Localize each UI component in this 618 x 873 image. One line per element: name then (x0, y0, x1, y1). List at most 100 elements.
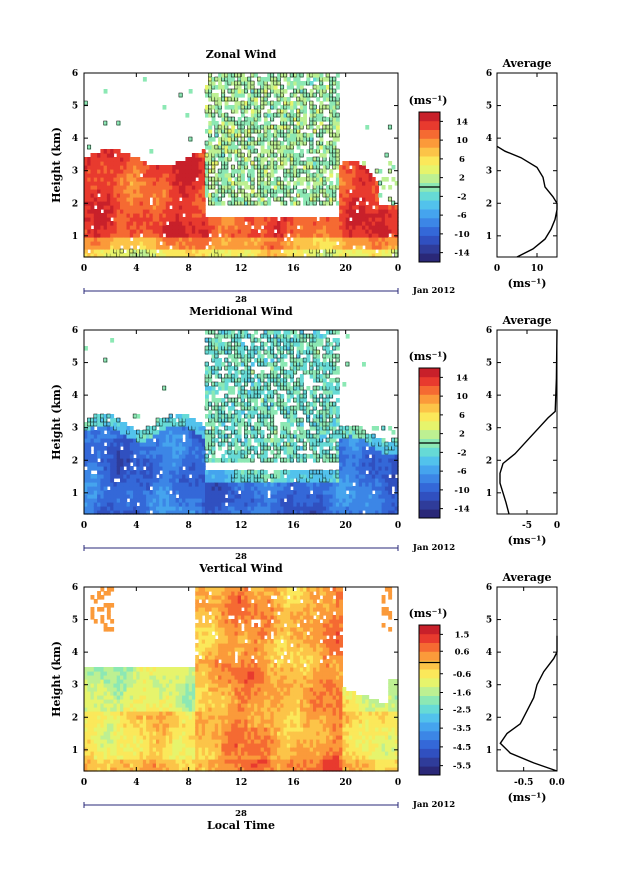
heatmap-cell (110, 253, 115, 258)
heatmap-cell (224, 225, 229, 230)
heatmap-cell (231, 181, 236, 186)
heatmap-cell (244, 414, 249, 419)
heatmap-cell (296, 201, 301, 206)
heatmap-cell (191, 494, 196, 499)
heatmap-cell (283, 241, 288, 246)
heatmap-cell (191, 245, 196, 250)
heatmap-cell (355, 205, 360, 210)
heatmap-cell (214, 374, 219, 379)
heatmap-cell (169, 221, 173, 226)
heatmap-cell (133, 165, 137, 170)
heatmap-cell (241, 141, 245, 146)
heatmap-cell (87, 225, 92, 230)
heatmap-cell (316, 253, 321, 258)
heatmap-cell (247, 510, 252, 515)
heatmap-cell (156, 165, 160, 170)
heatmap-cell (191, 157, 196, 162)
heatmap-cell (178, 450, 183, 455)
heatmap-cell (218, 418, 222, 423)
heatmap-cell (244, 105, 249, 110)
heatmap-cell (110, 201, 115, 206)
heatmap-cell (244, 77, 249, 82)
heatmap-cell (139, 442, 144, 447)
heatmap-cell (87, 494, 92, 499)
heatmap-cell (358, 169, 363, 174)
heatmap-cell (234, 350, 239, 355)
heatmap-cell (342, 233, 347, 238)
heatmap-cell (205, 221, 209, 226)
heatmap-cell (332, 241, 337, 246)
heatmap-cell (201, 209, 206, 214)
heatmap-cell (142, 225, 147, 230)
heatmap-cell (178, 474, 183, 479)
heatmap-cell (335, 133, 340, 138)
heatmap-cell (313, 129, 317, 134)
heatmap-cell (136, 213, 141, 218)
heatmap-cell (185, 434, 190, 439)
heatmap-cell (178, 414, 183, 419)
heatmap-cell (326, 125, 330, 130)
heatmap-cell (90, 422, 95, 427)
heatmap-cell (371, 221, 376, 226)
heatmap-cell (306, 73, 311, 78)
heatmap-cell (250, 386, 255, 391)
heatmap-cell (260, 85, 265, 90)
heatmap-cell (103, 462, 108, 467)
heatmap-cell (103, 217, 108, 222)
heatmap-cell (329, 249, 334, 254)
heatmap-cell (358, 177, 363, 182)
heatmap-cell (218, 342, 222, 347)
heatmap-cell (391, 205, 396, 210)
heatmap-cell (270, 85, 275, 90)
heatmap-cell (368, 253, 373, 258)
heatmap-cell (280, 237, 285, 242)
heatmap-cell (254, 434, 258, 439)
heatmap-cell (368, 197, 373, 202)
heatmap-cell (257, 109, 262, 114)
heatmap-cell (103, 466, 108, 471)
heatmap-cell (375, 197, 379, 202)
heatmap-cell (165, 418, 170, 423)
heatmap-cell (182, 205, 186, 210)
heatmap-cell (110, 446, 115, 451)
heatmap-cell (358, 253, 363, 258)
heatmap-cell (133, 458, 137, 463)
contour-segment (302, 188, 307, 194)
heatmap-cell (100, 149, 105, 154)
heatmap-cell (352, 205, 357, 210)
heatmap-cell (201, 510, 206, 515)
heatmap-cell (169, 237, 173, 242)
heatmap-cell (120, 494, 124, 499)
heatmap-cell (142, 77, 147, 82)
heatmap-cell (185, 470, 190, 475)
heatmap-cell (201, 482, 206, 487)
heatmap-cell (299, 85, 304, 90)
heatmap-cell (231, 125, 236, 130)
heatmap-cell (97, 466, 101, 471)
heatmap-cell (316, 141, 321, 146)
heatmap-cell (162, 490, 167, 495)
heatmap-cell (250, 117, 255, 122)
heatmap-cell (218, 125, 222, 130)
heatmap-cell (254, 149, 258, 154)
heatmap-cell (316, 245, 321, 250)
heatmap-cell (146, 438, 150, 443)
heatmap-cell (329, 121, 334, 126)
heatmap-cell (178, 225, 183, 230)
heatmap-cell (175, 165, 180, 170)
heatmap-cell (165, 482, 170, 487)
contour-segment (211, 112, 216, 118)
heatmap-cell (303, 165, 307, 170)
heatmap-cell (231, 117, 236, 122)
heatmap-cell (156, 478, 160, 483)
contour-segment (286, 124, 291, 130)
heatmap-cell (103, 506, 108, 511)
heatmap-cell (296, 109, 301, 114)
heatmap-cell (178, 466, 183, 471)
heatmap-cell (221, 414, 226, 419)
heatmap-cell (241, 410, 245, 415)
heatmap-cell (270, 73, 275, 78)
heatmap-cell (270, 133, 275, 138)
heatmap-cell (129, 169, 134, 174)
heatmap-cell (142, 237, 147, 242)
